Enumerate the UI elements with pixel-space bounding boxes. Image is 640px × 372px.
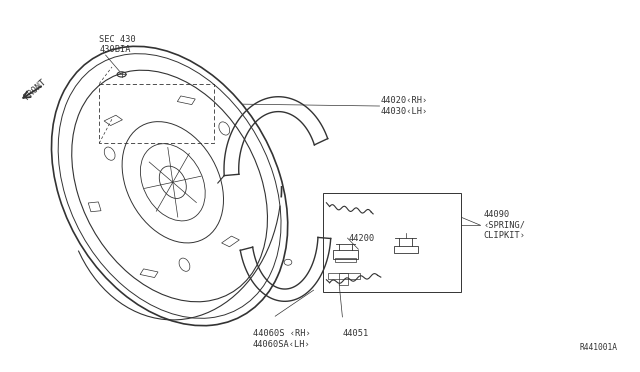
Bar <box>394 246 418 253</box>
Text: 44200: 44200 <box>349 234 375 243</box>
Bar <box>339 273 348 285</box>
Text: 44060S ‹RH›
44060SA‹LH›: 44060S ‹RH› 44060SA‹LH› <box>253 329 310 349</box>
Bar <box>88 202 101 212</box>
Text: SEC 430
430BIA: SEC 430 430BIA <box>99 35 136 54</box>
Bar <box>335 258 356 262</box>
Bar <box>177 96 195 105</box>
Bar <box>328 273 360 279</box>
Text: R441001A: R441001A <box>580 343 618 352</box>
Text: 44020‹RH›
44030‹LH›: 44020‹RH› 44030‹LH› <box>381 96 428 116</box>
Bar <box>221 236 239 247</box>
Text: 44051: 44051 <box>342 329 369 338</box>
Text: FRONT: FRONT <box>22 77 48 102</box>
Bar <box>323 193 461 292</box>
Bar <box>140 269 158 278</box>
Bar <box>333 250 358 259</box>
Text: 44090
‹SPRING/
CLIPKIT›: 44090 ‹SPRING/ CLIPKIT› <box>483 210 525 240</box>
Bar <box>104 115 122 125</box>
